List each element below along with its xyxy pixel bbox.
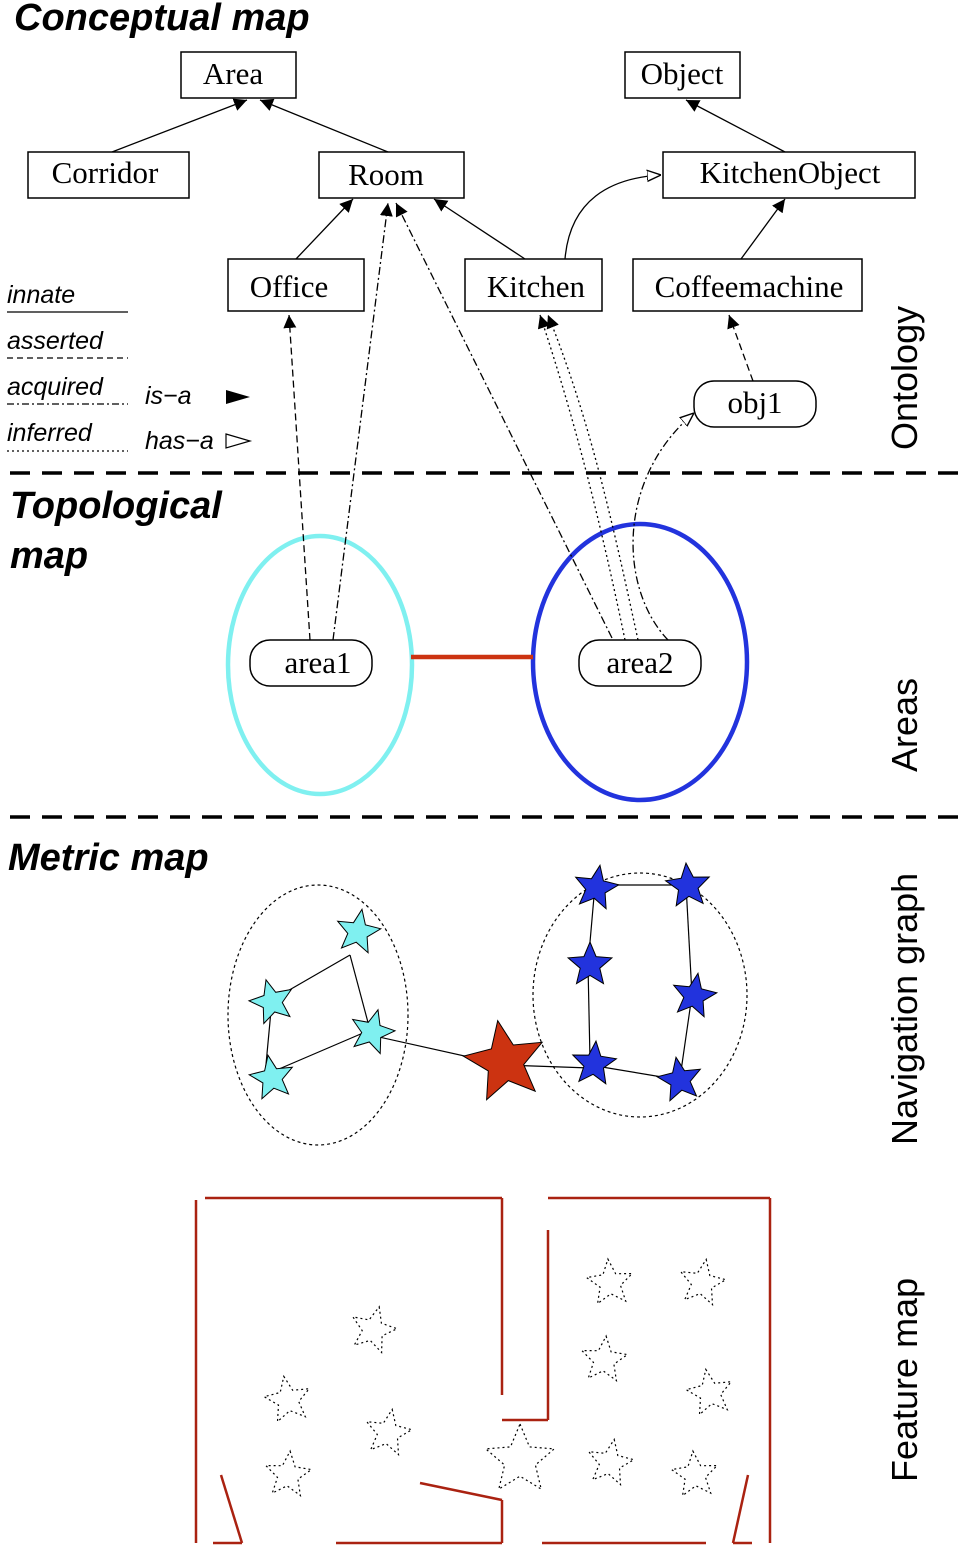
feature-landmark-star (580, 1334, 629, 1382)
navigation-graph-layer-label: Navigation graph (884, 873, 925, 1145)
concept-corridor-box (27, 151, 190, 199)
legend-asserted-label: asserted (7, 327, 104, 355)
feature-landmark-star (684, 1367, 733, 1417)
feature-landmark-star (264, 1449, 313, 1497)
instance-relations (283, 202, 754, 641)
area1-region (225, 533, 415, 797)
concept-area-box (180, 51, 297, 99)
ontology-edges (111, 98, 786, 260)
feature-landmark-star (484, 1422, 556, 1491)
area2-node-box (578, 639, 702, 687)
area2-nav-cluster (532, 872, 748, 1118)
concept-office-box (227, 258, 365, 312)
concept-kitchenobject-box (662, 151, 916, 199)
nav-node-area1 (247, 1054, 294, 1100)
feature-landmark-star (670, 1449, 719, 1497)
nav-node-area1 (247, 978, 293, 1025)
legend-acquired-label: acquired (7, 373, 104, 401)
concept-room-label: Room (348, 157, 424, 192)
feature-map-walls (194, 1196, 772, 1545)
nav-node-area2 (571, 1039, 618, 1085)
ontology-layer-label: Ontology (884, 306, 925, 450)
legend: innate asserted acquired inferred is−a h… (7, 281, 253, 455)
legend-isa-arrow (226, 390, 250, 404)
nav-node-doorway (462, 1019, 544, 1101)
concept-object-box (624, 51, 741, 99)
concept-coffeemachine-label: Coffeemachine (655, 269, 844, 304)
instance-obj1-box (693, 380, 817, 428)
concept-coffeemachine-box (632, 258, 863, 312)
metric-map-title: Metric map (8, 837, 209, 879)
nav-node-area1 (351, 1008, 397, 1055)
topological-map-title-line1: Topological (10, 485, 223, 527)
feature-landmark-star (365, 1407, 414, 1457)
concept-office-label: Office (250, 269, 329, 304)
concept-kitchenobject-label: KitchenObject (700, 155, 881, 190)
feature-landmarks (262, 1257, 733, 1497)
area2-node-label: area2 (606, 645, 673, 680)
feature-landmark-star (585, 1257, 634, 1305)
concept-kitchen-label: Kitchen (487, 269, 586, 304)
instance-obj1-label: obj1 (727, 385, 782, 420)
nav-node-area2 (574, 864, 621, 910)
concept-corridor-label: Corridor (52, 155, 159, 190)
area1-node-label: area1 (284, 645, 351, 680)
concept-room-box (318, 151, 465, 199)
areas-layer-label: Areas (884, 678, 925, 772)
area2-region (530, 521, 750, 803)
nav-node-area2 (664, 861, 711, 907)
nav-node-area2 (672, 972, 719, 1018)
feature-landmark-star (679, 1257, 728, 1307)
nav-node-area1 (336, 908, 383, 954)
area1-node-box (249, 639, 373, 687)
legend-isa-label: is−a (145, 382, 192, 410)
feature-map-layer-label: Feature map (884, 1278, 925, 1482)
navigation-nodes (247, 861, 719, 1102)
navigation-edges (264, 884, 693, 1081)
feature-landmark-star (587, 1437, 636, 1487)
legend-inferred-label: inferred (7, 419, 93, 447)
legend-hasa-label: has−a (145, 427, 214, 455)
concept-kitchen-box (464, 258, 603, 312)
nav-node-area2 (566, 940, 614, 985)
topological-map-title-line2: map (10, 535, 88, 577)
legend-hasa-arrow (225, 433, 253, 449)
feature-landmark-star (351, 1305, 399, 1354)
concept-object-label: Object (641, 56, 724, 91)
concept-area-label: Area (203, 56, 263, 91)
legend-innate-label: innate (7, 281, 75, 309)
nav-node-area2 (655, 1056, 702, 1102)
area1-nav-cluster (227, 884, 409, 1146)
conceptual-map-title: Conceptual map (14, 0, 310, 39)
feature-landmark-star (262, 1374, 311, 1424)
